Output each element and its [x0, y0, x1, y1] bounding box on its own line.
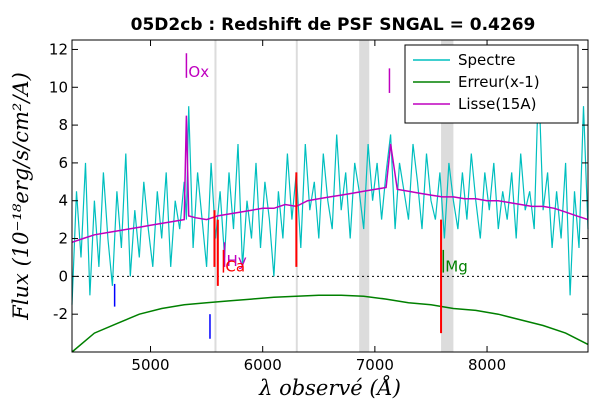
x-tick-label-1: 6000 — [244, 356, 282, 374]
y-axis-label: Flux (10⁻¹⁸erg/s/cm²/A) — [9, 72, 33, 321]
series-erreur-x-1- — [71, 294, 589, 353]
x-tick-label-0: 5000 — [131, 356, 169, 374]
legend-label-0: Spectre — [458, 51, 515, 69]
x-axis-label: λ observé (Å) — [258, 375, 401, 400]
y-tick-label-2: 2 — [58, 230, 68, 248]
y-tick-label-4: 6 — [58, 154, 68, 172]
shaded-band-0 — [214, 40, 217, 352]
legend-box — [404, 44, 579, 124]
chart-title: 05D2cb : Redshift de PSF SNGAL = 0.4269 — [131, 15, 536, 35]
series-layer — [71, 77, 589, 353]
y-tick-label-5: 8 — [58, 116, 68, 134]
marker-label-4: Mg — [445, 258, 467, 276]
shaded-band-2 — [359, 40, 370, 352]
y-tick-label-3: 4 — [58, 192, 68, 210]
legend: Spectre Erreur(x-1) Lisse(15A) — [404, 44, 579, 124]
plot-frame — [71, 39, 589, 353]
x-tick-label-2: 7000 — [356, 356, 394, 374]
axis-ticks: 5000 6000 7000 8000 -2 0 2 4 6 8 10 12 — [49, 40, 588, 374]
y-tick-label-6: 10 — [49, 78, 68, 96]
x-tick-label-3: 8000 — [468, 356, 506, 374]
series-spectre — [71, 77, 589, 305]
y-tick-label-7: 12 — [49, 40, 68, 58]
series-lisse-15a- — [71, 115, 589, 244]
y-tick-label-1: 0 — [58, 267, 68, 285]
marker-label-3: Ca — [225, 258, 245, 276]
marker-label-0: Ox — [188, 63, 209, 81]
legend-label-1: Erreur(x-1) — [458, 73, 540, 91]
y-tick-label-0: -2 — [53, 305, 68, 323]
marker-label-1: Hy — [227, 252, 247, 270]
legend-label-2: Lisse(15A) — [458, 95, 536, 113]
